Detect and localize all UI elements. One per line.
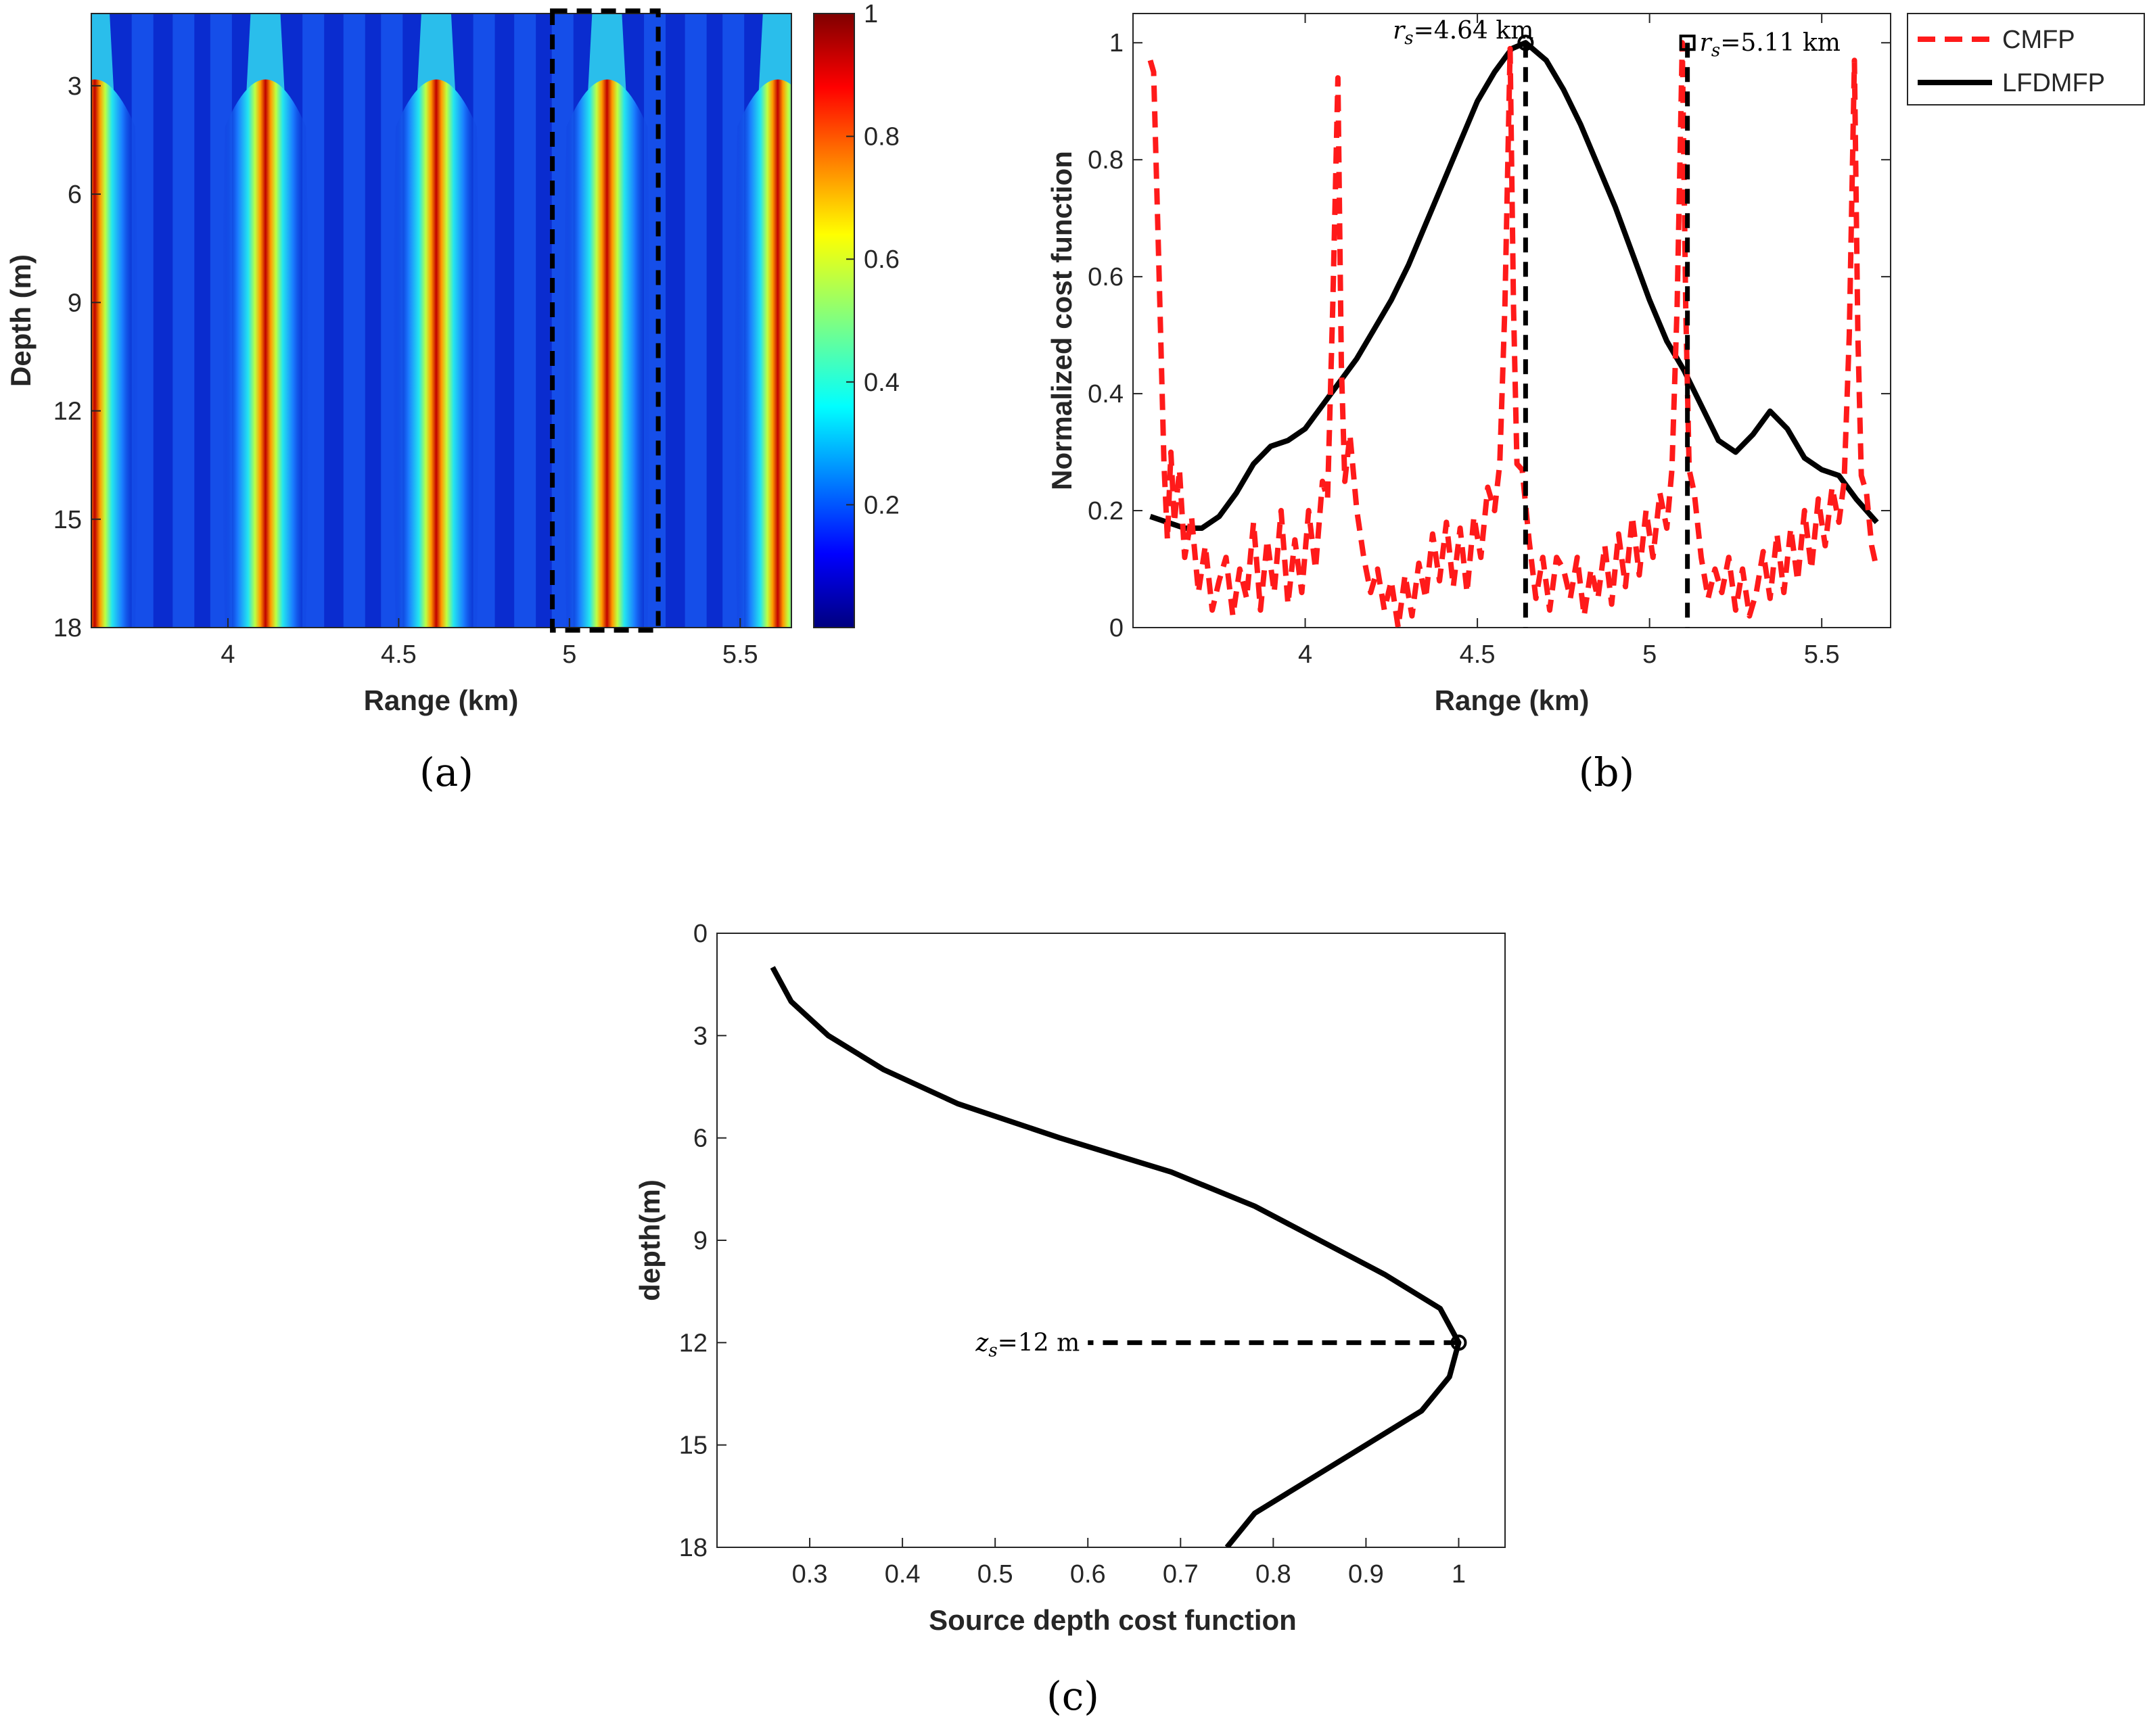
x-ticks: 0.3 0.4 0.5 0.6 0.7 0.8 0.9 1 [792, 1538, 1466, 1589]
series-lines [1147, 40, 1880, 628]
series-line-depth [770, 966, 1462, 1547]
x-tick-label: 4 [221, 640, 235, 669]
heatmap-stripe [392, 79, 480, 628]
panel-label-b: (b) [1579, 749, 1634, 795]
y-tick-label: 3 [68, 72, 82, 101]
x-ticks: 4 4.5 5 5.5 [1298, 14, 1840, 669]
y-axis-label: depth(m) [634, 1179, 666, 1301]
legend: CMFP LFDMFP [1907, 13, 2145, 105]
legend-label-cmfp: CMFP [2002, 26, 2075, 54]
plot-area-c [716, 933, 1506, 1548]
x-tick-label: 5 [562, 640, 576, 669]
legend-box [1907, 13, 2145, 105]
peak-marker-square [1679, 34, 1696, 51]
y-tick-label: 0.4 [1088, 380, 1124, 408]
colorbar-tick-label: 0.4 [864, 369, 900, 397]
y-tick-label: 0 [1109, 614, 1124, 642]
chart-c: 0.3 0.4 0.5 0.6 0.7 0.8 0.9 1 0 3 6 9 12 15 18 zs=12 … [634, 920, 1506, 1719]
peak-marker-circle [1517, 34, 1534, 51]
x-tick-label: 1 [1452, 1560, 1466, 1589]
y-tick-label: 0 [693, 920, 708, 948]
heatmap-frame [91, 13, 792, 628]
heatmap-side-band [514, 14, 536, 628]
peak-annotation: rs=4.64 km [1393, 17, 1533, 49]
legend-label-lfdmfp: LFDMFP [2002, 69, 2105, 97]
y-tick-label: 6 [693, 1125, 708, 1153]
y-tick-label: 9 [68, 289, 82, 317]
peak-markers: rs=4.64 km rs=5.11 km [1393, 17, 1841, 628]
y-tick-label: 15 [53, 506, 82, 534]
x-tick-label: 0.7 [1163, 1560, 1199, 1589]
x-tick-label: 5.5 [722, 640, 758, 669]
heatmap-stripe [91, 79, 139, 628]
x-axis-label: Range (km) [364, 684, 519, 716]
colorbar-tick-label: 0.6 [864, 245, 900, 274]
x-tick-label: 0.5 [977, 1560, 1013, 1589]
heatmap-stripe [563, 79, 651, 628]
peak-annotation: rs=5.11 km [1700, 29, 1841, 61]
peak-markers: zs=12 m [975, 1329, 1467, 1361]
heatmap-stripes [91, 14, 791, 628]
y-tick-label: 12 [53, 398, 82, 426]
x-tick-label: 0.3 [792, 1560, 828, 1589]
y-tick-label: 15 [679, 1432, 708, 1460]
colorbar-ticks: 0.2 0.4 0.6 0.8 1 [846, 0, 900, 519]
y-tick-label: 18 [679, 1534, 708, 1562]
x-tick-label: 4.5 [381, 640, 417, 669]
y-tick-label: 6 [68, 181, 82, 209]
x-tick-label: 5.5 [1804, 640, 1840, 669]
heatmap-stripe [734, 79, 791, 628]
heatmap-side-band [343, 14, 365, 628]
x-axis-label: Source depth cost function [929, 1604, 1297, 1636]
y-ticks: 3 6 9 12 15 18 [53, 72, 101, 642]
y-ticks: 0 3 6 9 12 15 18 [679, 920, 726, 1562]
x-ticks: 4 4.5 5 5.5 [221, 618, 758, 669]
heatmap-stripe [222, 79, 309, 628]
x-tick-label: 4.5 [1460, 640, 1496, 669]
y-tick-label: 3 [693, 1022, 708, 1050]
colorbar-tick-label: 0.2 [864, 491, 900, 519]
x-tick-label: 0.6 [1070, 1560, 1106, 1589]
y-tick-label: 9 [693, 1227, 708, 1255]
y-tick-label: 0.6 [1088, 263, 1124, 291]
y-tick-label: 0.2 [1088, 497, 1124, 525]
heatmap-side-band [172, 14, 195, 628]
x-tick-label: 0.9 [1348, 1560, 1384, 1589]
peak-marker-circle [1450, 1334, 1467, 1351]
peak-annotation: zs=12 m [975, 1329, 1080, 1361]
colorbar-tick-label: 1 [864, 0, 878, 28]
x-tick-label: 0.8 [1255, 1560, 1291, 1589]
y-tick-label: 1 [1109, 29, 1124, 57]
y-tick-label: 12 [679, 1329, 708, 1357]
panel-label-c: (c) [1046, 1673, 1099, 1719]
x-tick-label: 5 [1642, 640, 1657, 669]
y-axis-label: Normalized cost function [1046, 151, 1078, 490]
y-tick-label: 18 [53, 614, 82, 642]
x-tick-label: 0.4 [885, 1560, 921, 1589]
highlight-box [550, 8, 661, 633]
y-axis-label: Depth (m) [5, 254, 37, 387]
panel-label-a: (a) [419, 749, 473, 795]
x-tick-label: 4 [1298, 640, 1312, 669]
y-tick-label: 0.8 [1088, 146, 1124, 174]
x-axis-label: Range (km) [1435, 684, 1590, 716]
heatmap-side-band [685, 14, 707, 628]
series-line-cmfp [1147, 40, 1880, 628]
y-ticks: 0 0.2 0.4 0.6 0.8 1 [1088, 29, 1891, 642]
series-lines [770, 966, 1462, 1547]
colorbar [813, 13, 855, 628]
chart-b: 4 4.5 5 5.5 0 0.2 0.4 0.6 0.8 1 rs=4.64 km rs=5.1… [1046, 13, 2145, 795]
colorbar-tick-label: 0.8 [864, 123, 900, 151]
